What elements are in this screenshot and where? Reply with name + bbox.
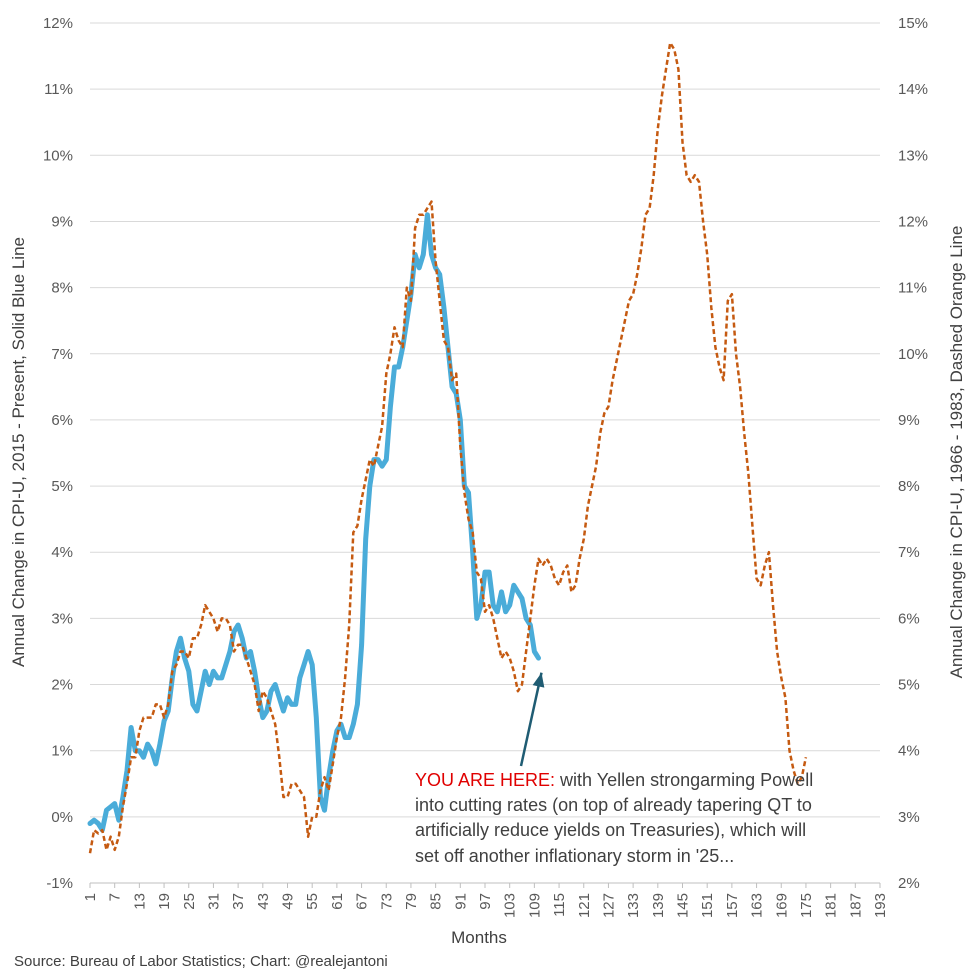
left-tick-label: 8% <box>51 280 73 297</box>
x-tick-label: 151 <box>699 893 716 918</box>
right-tick-label: 14% <box>898 81 928 98</box>
annotation-line-2: into cutting rates (on top of already ta… <box>415 795 812 815</box>
left-axis-title: Annual Change in CPI-U, 2015 - Present, … <box>9 237 28 667</box>
right-tick-label: 15% <box>898 15 928 32</box>
x-axis-title: Months <box>451 928 507 947</box>
x-tick-label: 79 <box>403 893 420 910</box>
right-axis-title: Annual Change in CPI-U, 1966 - 1983, Das… <box>947 226 966 679</box>
x-tick-label: 145 <box>675 893 692 918</box>
left-axis-ticks: -1% 0% 1% 2% 3% 4% 5% 6% 7% 8% 9% 10% 11% 12% <box>43 15 73 892</box>
arrow-shaft <box>519 672 543 767</box>
x-tick-label: 73 <box>378 893 395 910</box>
left-tick-label: 11% <box>44 81 73 98</box>
right-tick-label: 13% <box>898 147 928 164</box>
x-tick-label: 85 <box>428 893 445 910</box>
x-tick-label: 163 <box>749 893 766 918</box>
x-tick-label: 37 <box>230 893 247 910</box>
x-tick-label: 103 <box>502 893 519 918</box>
x-tick-label: 169 <box>773 893 790 918</box>
arrow-head <box>532 672 545 688</box>
left-tick-label: 10% <box>43 147 73 164</box>
left-tick-label: 6% <box>51 412 73 429</box>
annotation-line-1: YOU ARE HERE: with Yellen strongarming P… <box>415 770 813 790</box>
x-tick-label: 193 <box>872 893 889 918</box>
x-tick-label: 25 <box>181 893 198 910</box>
left-tick-label: 0% <box>51 809 73 826</box>
left-tick-label: -1% <box>46 875 73 892</box>
x-tick-label: 97 <box>477 893 494 910</box>
annotation-line-4: set off another inflationary storm in '2… <box>415 846 734 866</box>
x-tick-label: 121 <box>576 893 593 918</box>
annotation-line-1-rest: with Yellen strongarming Powell <box>555 770 813 790</box>
annotation-line-3: artificially reduce yields on Treasuries… <box>415 820 806 840</box>
x-tick-label: 91 <box>452 893 469 910</box>
annotation-text: YOU ARE HERE: with Yellen strongarming P… <box>415 770 818 866</box>
right-tick-label: 11% <box>898 280 927 297</box>
x-tick-label: 7 <box>107 893 124 901</box>
series-line-2015-present <box>87 212 541 833</box>
x-tick-label: 109 <box>526 893 543 918</box>
right-axis-ticks: 2% 3% 4% 5% 6% 7% 8% 9% 10% 11% 12% 13% 14% 15% <box>898 15 928 892</box>
left-tick-label: 4% <box>51 544 73 561</box>
grid <box>90 22 880 884</box>
right-tick-label: 3% <box>898 809 920 826</box>
right-tick-label: 12% <box>898 213 928 230</box>
x-tick-label: 139 <box>650 893 667 918</box>
x-tick-label: 181 <box>823 893 840 918</box>
x-tick-label: 61 <box>329 893 346 910</box>
x-tick-label: 13 <box>131 893 148 910</box>
left-tick-label: 2% <box>51 677 73 694</box>
x-tick-label: 67 <box>354 893 371 910</box>
annotation-highlight: YOU ARE HERE: <box>415 770 555 790</box>
x-axis-ticks: 1 7 13 19 25 31 37 43 49 55 61 67 73 79 85 91 97 103 109 11… <box>82 882 889 918</box>
x-tick-label: 133 <box>625 893 642 918</box>
x-tick-label: 55 <box>304 893 321 910</box>
x-tick-label: 127 <box>600 893 617 918</box>
x-tick-label: 49 <box>280 893 297 910</box>
right-tick-label: 10% <box>898 346 928 363</box>
right-tick-label: 9% <box>898 412 920 429</box>
right-tick-label: 5% <box>898 677 920 694</box>
right-tick-label: 2% <box>898 875 920 892</box>
left-tick-label: 9% <box>51 213 73 230</box>
left-tick-label: 12% <box>43 15 73 32</box>
x-tick-label: 157 <box>724 893 741 918</box>
right-tick-label: 7% <box>898 544 920 561</box>
x-tick-label: 1 <box>82 893 99 901</box>
x-tick-label: 43 <box>255 893 272 910</box>
x-tick-label: 19 <box>156 893 173 910</box>
left-tick-label: 3% <box>51 610 73 627</box>
x-tick-label: 175 <box>798 893 815 918</box>
left-tick-label: 1% <box>51 743 73 760</box>
annotation-arrow <box>519 672 545 767</box>
x-tick-label: 115 <box>551 893 568 917</box>
x-tick-label: 187 <box>847 893 864 918</box>
series <box>87 41 808 854</box>
series-line-1966-1983 <box>88 41 808 854</box>
source-note: Source: Bureau of Labor Statistics; Char… <box>14 953 388 970</box>
left-tick-label: 5% <box>51 478 73 495</box>
right-tick-label: 6% <box>898 610 920 627</box>
left-tick-label: 7% <box>51 346 73 363</box>
right-tick-label: 8% <box>898 478 920 495</box>
x-tick-label: 31 <box>205 893 222 910</box>
right-tick-label: 4% <box>898 743 920 760</box>
